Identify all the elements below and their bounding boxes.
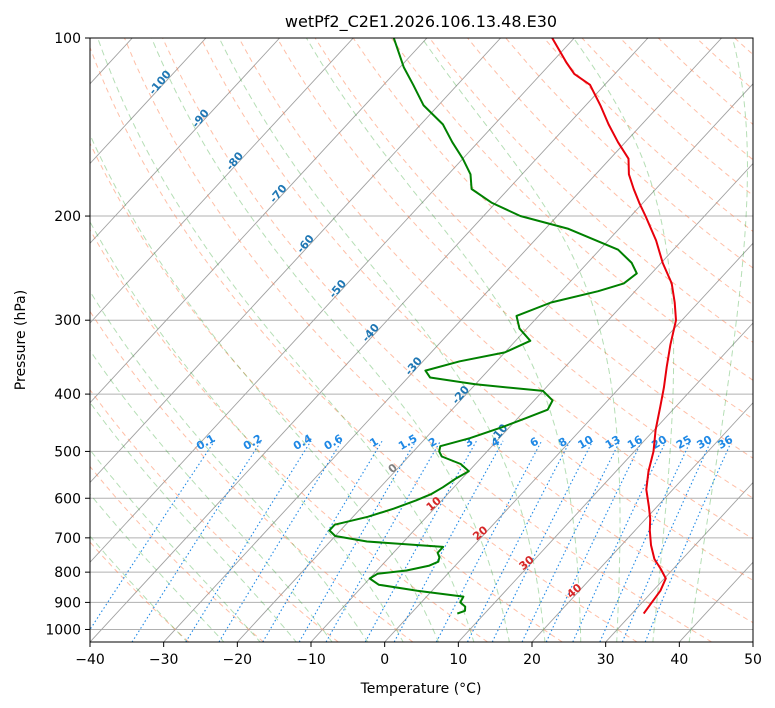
y-tick-label: 800 xyxy=(54,565,81,581)
moist-adiabat-line xyxy=(218,38,546,642)
mixing-ratio-line xyxy=(298,440,417,642)
mixing-ratio-line xyxy=(467,440,571,642)
isotherm-line xyxy=(384,242,753,642)
mixing-ratio-line xyxy=(599,440,692,642)
x-tick-label: 50 xyxy=(744,652,762,668)
x-tick-label: 0 xyxy=(380,652,389,668)
isotherm-line xyxy=(90,38,280,244)
moist-adiabat-line xyxy=(90,401,297,642)
series-layer xyxy=(328,38,677,615)
moist-adiabat-layer xyxy=(90,38,749,642)
dry-adiabat-line xyxy=(90,142,563,642)
isotherm-line xyxy=(458,322,753,642)
dry-adiabat-line xyxy=(124,38,712,642)
mixing-ratio-line xyxy=(364,440,477,642)
y-tick-label: 400 xyxy=(54,387,81,403)
mixing-ratio-line xyxy=(491,440,594,642)
x-axis-title: Temperature (°C) xyxy=(360,681,482,697)
mixing-ratio-line xyxy=(572,440,667,642)
isotherm-line xyxy=(237,83,753,642)
isotherm-line xyxy=(163,38,722,642)
plot-frame xyxy=(89,37,754,643)
isotherm-layer xyxy=(90,38,753,642)
dry-adiabat-line xyxy=(90,310,414,642)
y-tick-label: 500 xyxy=(54,444,81,460)
y-tick-label: 600 xyxy=(54,491,81,507)
x-tick-label: −10 xyxy=(296,652,326,668)
isotherm-line xyxy=(605,481,753,642)
isotherm-line xyxy=(90,38,354,324)
mixing-ratio-line xyxy=(218,440,343,642)
dry-adiabat-line xyxy=(90,228,488,642)
x-tick-label: −30 xyxy=(149,652,179,668)
moist-adiabat-line xyxy=(90,290,369,642)
dry-adiabat-line xyxy=(390,38,753,381)
mixing-ratio-layer xyxy=(90,440,733,642)
mixing-ratio-line xyxy=(325,440,441,642)
x-tick-label: 20 xyxy=(523,652,541,668)
x-tick-label: −20 xyxy=(223,652,253,668)
moist-adiabat-line xyxy=(305,38,582,642)
y-tick-label: 300 xyxy=(54,313,81,329)
mixing-ratio-line xyxy=(393,440,504,642)
dry-adiabat-line xyxy=(162,38,753,624)
x-tick-label: −40 xyxy=(75,652,105,668)
y-tick-label: 900 xyxy=(54,595,81,611)
isotherm-line xyxy=(90,38,575,563)
isotherm-line xyxy=(90,38,501,484)
mixing-ratio-line xyxy=(131,440,262,642)
x-tick-label: 30 xyxy=(597,652,615,668)
moist-adiabat-line xyxy=(90,133,440,642)
y-axis: 100 200 300 400 500 600 700 800 900 1000 xyxy=(45,31,90,638)
isotherm-line xyxy=(90,38,428,404)
plot-area: 0.1 0.2 0.4 0.6 1 1.5 2 3 4 6 8 10 13 16 20 25 30 36-100-… xyxy=(90,38,753,642)
y-tick-label: 700 xyxy=(54,531,81,547)
isotherm-line xyxy=(531,402,753,642)
isotherm-line xyxy=(90,38,649,642)
dewpoint-profile-line xyxy=(328,38,638,615)
y-tick-label: 1000 xyxy=(45,622,81,638)
mixing-ratio-line xyxy=(621,440,712,642)
x-axis: −40 −30 −20 −10 0 10 20 30 40 50 xyxy=(75,642,762,668)
dry-adiabat-line xyxy=(90,46,638,642)
moist-adiabat-line xyxy=(688,38,749,642)
mixing-ratio-line xyxy=(185,440,312,642)
isotherm-line xyxy=(310,162,753,642)
dry-adiabat-line xyxy=(276,38,753,499)
isotherm-line xyxy=(90,38,207,165)
y-axis-title: Pressure (hPa) xyxy=(13,290,29,390)
x-tick-label: 10 xyxy=(449,652,467,668)
dry-adiabat-line xyxy=(238,38,753,540)
chart-title: wetPf2_C2E1.2026.106.13.48.E30 xyxy=(285,12,557,32)
temperature-profile-line xyxy=(551,38,677,615)
x-tick-label: 40 xyxy=(670,652,688,668)
dry-adiabat-line xyxy=(90,465,264,642)
mixing-ratio-line xyxy=(262,440,383,642)
moist-adiabat-line xyxy=(421,38,621,642)
y-tick-label: 100 xyxy=(54,31,81,47)
moist-adiabat-line xyxy=(151,38,510,642)
y-tick-label: 200 xyxy=(54,209,81,225)
moist-adiabat-line xyxy=(90,349,333,642)
mixing-ratio-line xyxy=(90,440,216,631)
moist-adiabat-line xyxy=(90,220,404,642)
mixing-ratio-line xyxy=(644,440,733,642)
